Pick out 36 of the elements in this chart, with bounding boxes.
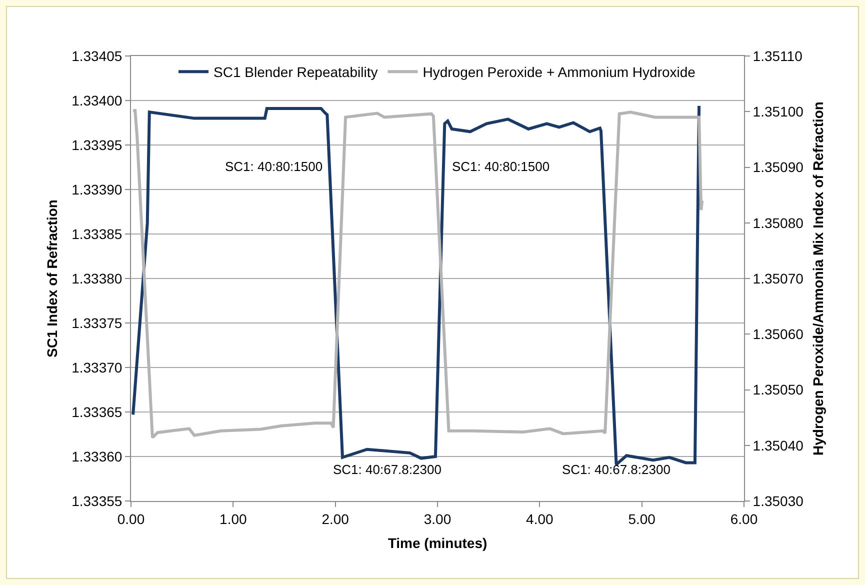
x-tick-label: 5.00 (628, 510, 656, 527)
annotation: SC1: 40:80:1500 (225, 159, 323, 174)
y-tick-label: 1.33400 (72, 92, 122, 108)
x-tick-label: 1.00 (220, 510, 248, 527)
y-tick-label: 1.33385 (72, 226, 122, 242)
y2-tick-label: 1.35070 (752, 270, 804, 286)
y2-tick-label: 1.35060 (752, 326, 804, 342)
y-tick-label: 1.33395 (72, 136, 122, 153)
y-tick-label: 1.33355 (72, 492, 122, 509)
y-tick-label: 1.33360 (72, 448, 122, 464)
y2-tick-label: 1.35080 (752, 214, 804, 231)
x-tick-label: 2.00 (322, 510, 350, 527)
y2-tick-label: 1.35090 (752, 159, 804, 176)
x-tick-label: 3.00 (424, 510, 452, 527)
legend-label: Hydrogen Peroxide + Ammonium Hydroxide (422, 64, 696, 80)
annotation: SC1: 40:80:1500 (452, 159, 550, 174)
x-axis-title: Time (minutes) (388, 535, 488, 552)
y2-axis-title: Hydrogen Peroxide/Ammonia Mix Index of Refraction (810, 102, 826, 456)
y2-tick-label: 1.35030 (752, 492, 804, 509)
y2-tick-label: 1.35100 (752, 104, 804, 120)
y-tick-label: 1.33375 (72, 314, 122, 331)
x-tick-label: 4.00 (526, 510, 554, 527)
y-tick-label: 1.33380 (72, 270, 122, 286)
y-axis-title: SC1 Index of Refraction (44, 200, 60, 358)
annotation: SC1: 40:67.8:2300 (333, 462, 442, 477)
y2-tick-label: 1.35040 (752, 437, 804, 454)
legend-label: SC1 Blender Repeatability (214, 64, 378, 80)
y-tick-label: 1.33365 (72, 404, 122, 420)
y-tick-label: 1.33390 (72, 181, 122, 198)
x-tick-label: 6.00 (730, 510, 758, 527)
x-tick-label: 0.00 (117, 510, 145, 527)
y2-tick-label: 1.35110 (752, 48, 803, 64)
y-tick-label: 1.33405 (72, 48, 122, 64)
y2-tick-label: 1.35050 (752, 382, 804, 398)
y-tick-label: 1.33370 (72, 359, 122, 376)
annotation: SC1: 40:67.8:2300 (562, 462, 670, 477)
